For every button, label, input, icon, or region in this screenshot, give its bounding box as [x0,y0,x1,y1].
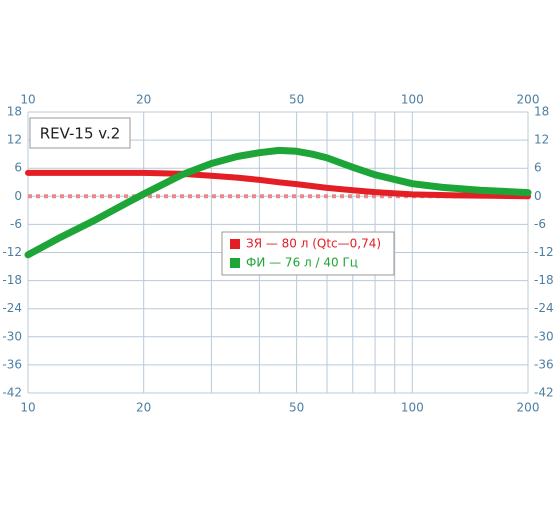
y-tick-label-right: 6 [534,161,542,175]
y-tick-label-right: 12 [534,133,549,147]
legend-label: ЗЯ — 80 л (Qtc—0,74) [246,237,381,251]
y-tick-label-right: -6 [534,217,546,231]
line-layer [24,146,532,259]
chart-title: REV-15 v.2 [40,125,121,143]
y-tick-label: 6 [14,161,22,175]
y-tick-label: -36 [2,357,22,371]
legend: ЗЯ — 80 л (Qtc—0,74) ФИ — 76 л / 40 Гц [230,237,381,270]
x-tick-label-top: 50 [289,93,304,107]
x-tick-label: 10 [20,401,35,415]
y-tick-label-right: -24 [534,301,554,315]
series-line [25,169,531,200]
y-tick-label-right: -18 [534,273,554,287]
y-tick-label: 18 [7,105,22,119]
y-tick-label: -12 [2,245,22,259]
x-tick-label-top: 100 [401,93,424,107]
legend-box [221,231,395,276]
title-box [29,117,131,149]
y-tick-label-right: -36 [534,357,554,371]
series-line [24,146,532,259]
y-tick-label: -24 [2,301,22,315]
y-tick-label: -42 [2,386,22,400]
x-tick-label-top: 200 [517,93,540,107]
x-tick-label: 100 [401,401,424,415]
y-tick-label-right: -12 [534,245,554,259]
y-tick-label: 0 [14,189,22,203]
x-tick-label-top: 10 [20,93,35,107]
y-tick-label-right: -42 [534,386,554,400]
x-tick-label: 20 [136,401,151,415]
y-tick-label: -18 [2,273,22,287]
legend-label: ФИ — 76 л / 40 Гц [246,256,358,270]
x-tick-label-top: 20 [136,93,151,107]
y-tick-label-right: 18 [534,105,549,119]
y-tick-label-right: 0 [534,189,542,203]
y-tick-label: -30 [2,329,22,343]
legend-swatch [230,258,240,268]
x-tick-label: 200 [517,401,540,415]
y-tick-label: -6 [10,217,22,231]
x-tick-label: 50 [289,401,304,415]
y-tick-label-right: -30 [534,329,554,343]
y-tick-label: 12 [7,133,22,147]
legend-swatch [230,239,240,249]
